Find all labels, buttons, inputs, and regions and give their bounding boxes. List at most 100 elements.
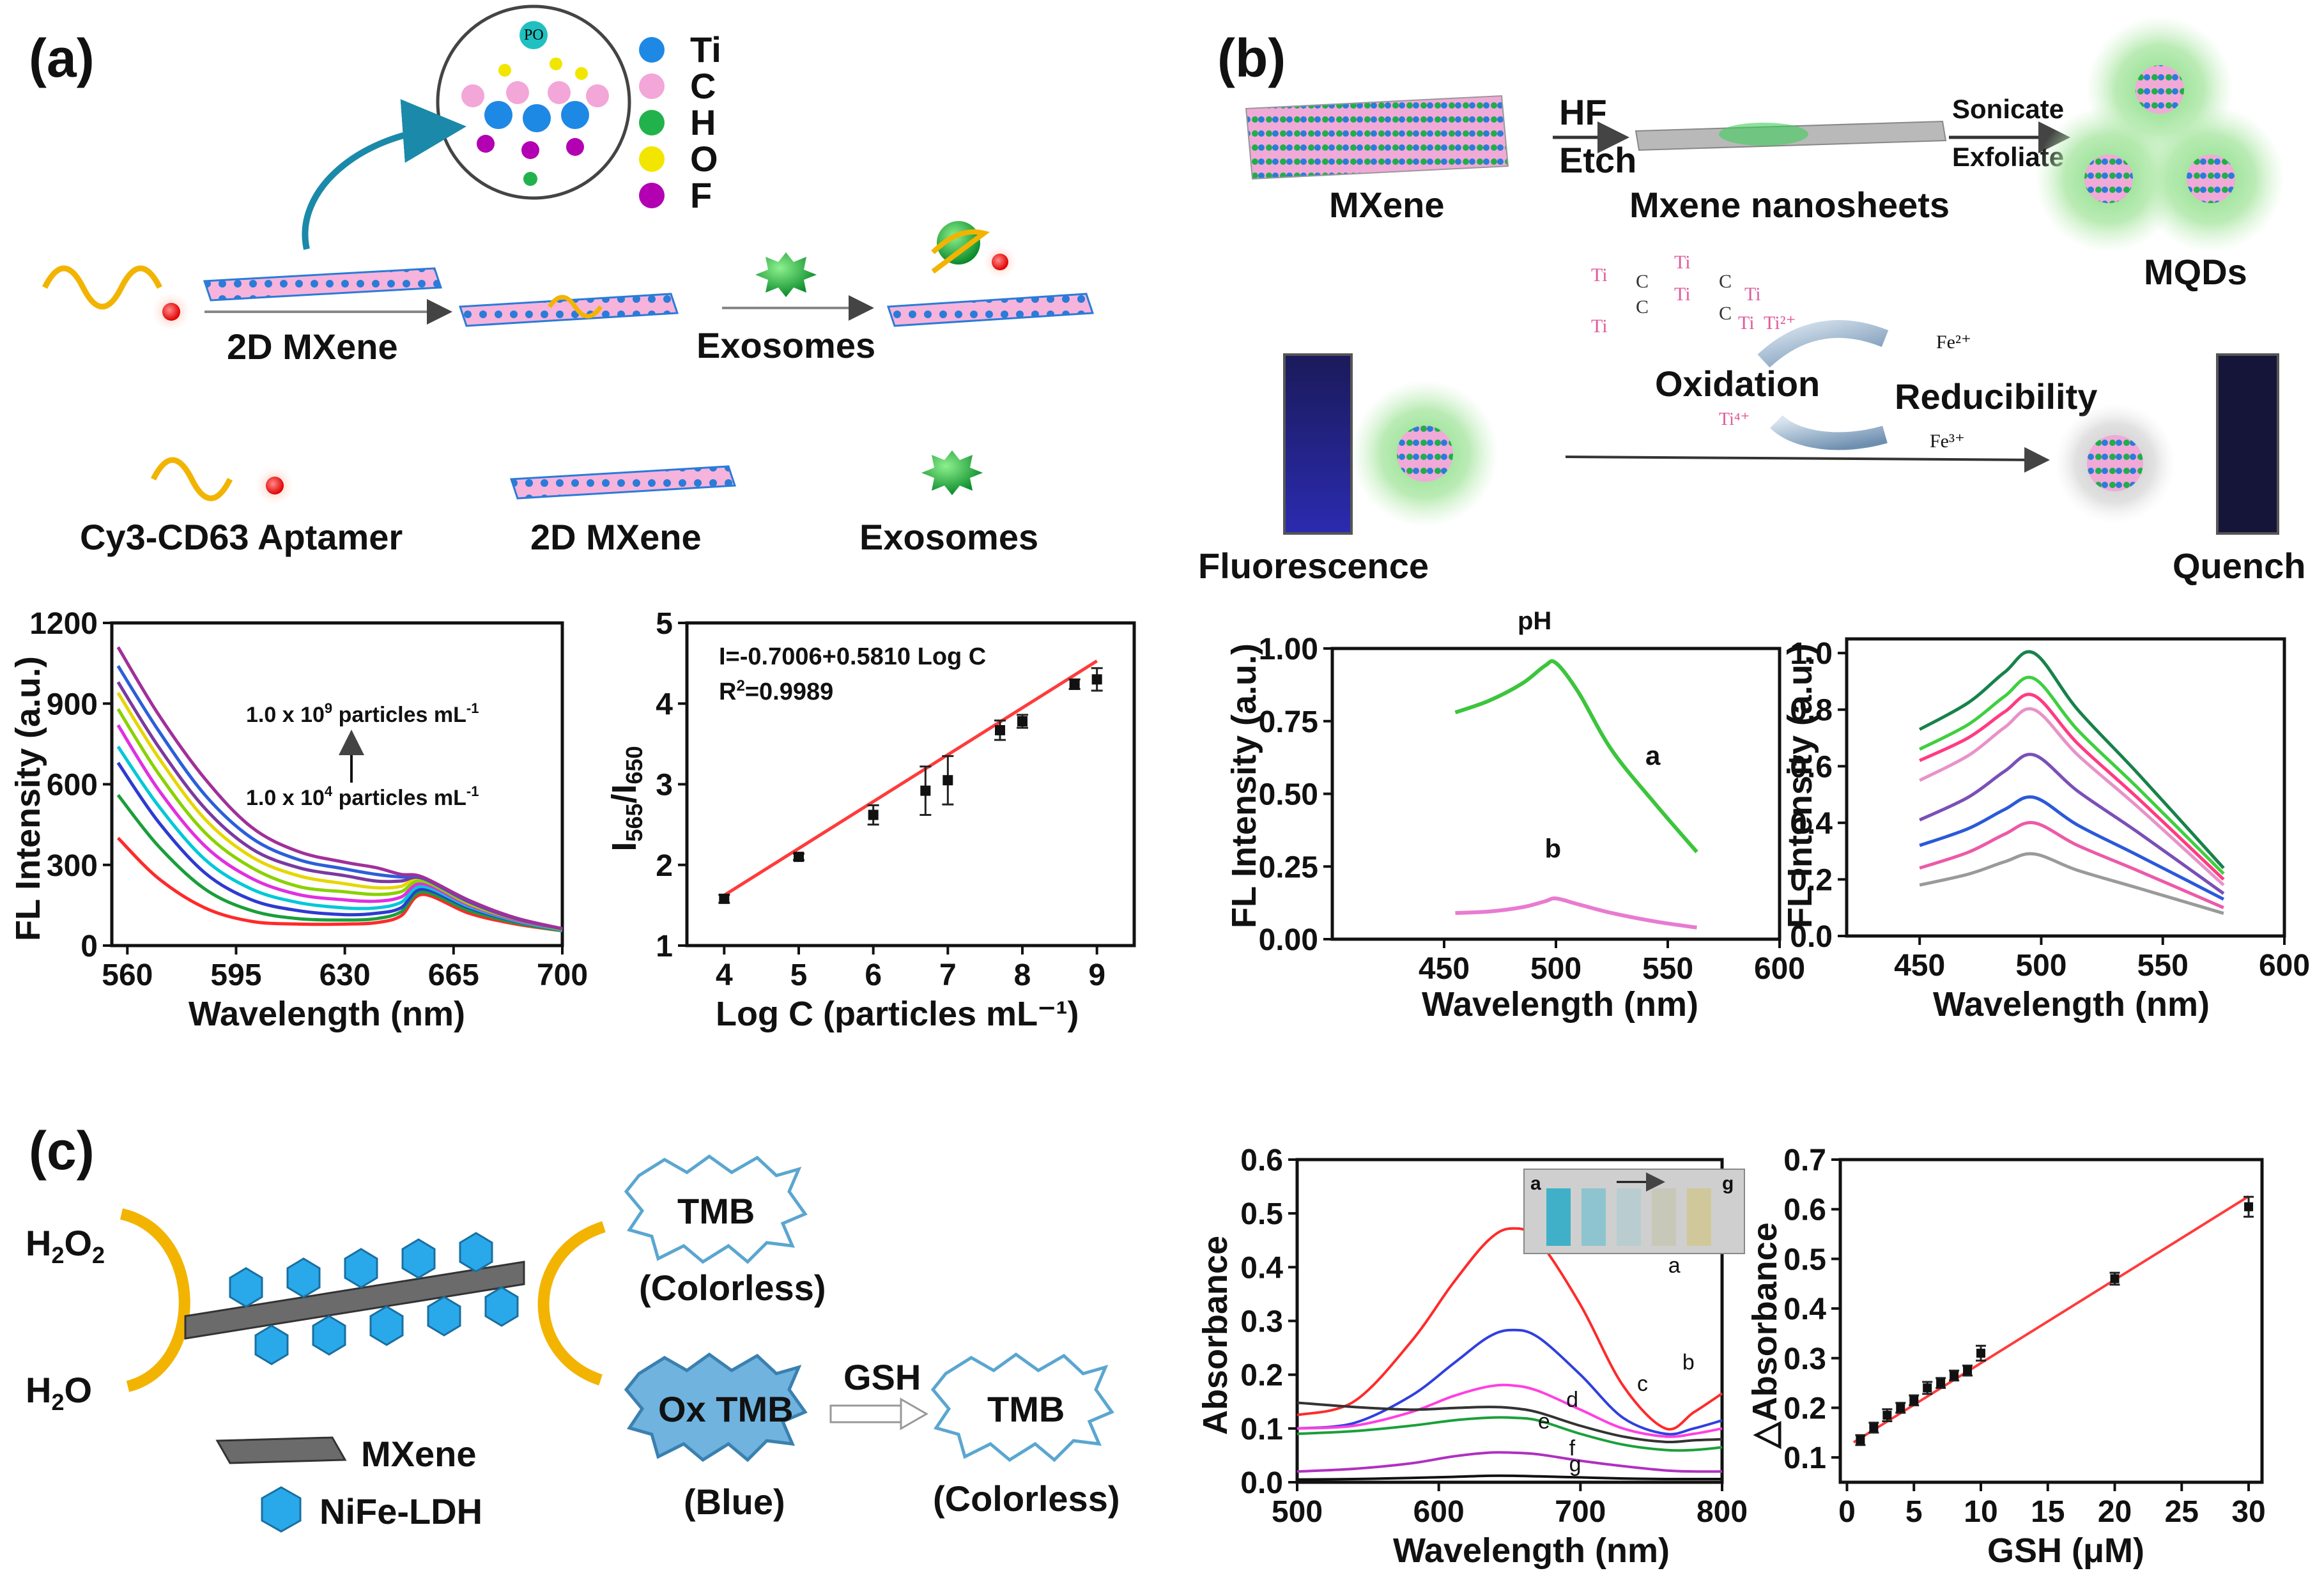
y-tick-label: 0.6 bbox=[1790, 750, 1833, 784]
data-point bbox=[1909, 1395, 1919, 1405]
series-line-d bbox=[1297, 1401, 1723, 1444]
inset-vial-a bbox=[1546, 1188, 1571, 1246]
aptamer-on-sheet bbox=[548, 295, 603, 319]
y-tick-label: 0.5 bbox=[1783, 1243, 1826, 1277]
data-point bbox=[1856, 1435, 1865, 1445]
c-label-mxene: MXene bbox=[361, 1434, 477, 1474]
y-tick-label: 0.4 bbox=[1790, 807, 1833, 841]
c-label-oxtmb: Ox TMB bbox=[658, 1389, 794, 1429]
b-label-fluorescence: Fluorescence bbox=[1198, 546, 1429, 586]
series-line-c bbox=[1297, 1383, 1723, 1438]
y-tick-label: 0.6 bbox=[1783, 1193, 1826, 1227]
panel-b-scheme: MXene HF Etch Mxene nanosheets Sonicate … bbox=[1198, 16, 2305, 586]
x-tick-label: 500 bbox=[1272, 1495, 1323, 1529]
inset-vial-b bbox=[1581, 1188, 1606, 1246]
mqd-core-1 bbox=[2135, 65, 2184, 114]
data-point bbox=[1017, 716, 1027, 727]
x-tick-label: 595 bbox=[210, 958, 261, 992]
plot-frame bbox=[1845, 637, 2286, 938]
mol-atom-ti-5: Ti bbox=[1674, 284, 1691, 305]
aptamer-wave-1 bbox=[42, 265, 163, 310]
mol-atom-c-4: C bbox=[1719, 303, 1732, 324]
x-tick-label: 450 bbox=[1419, 952, 1470, 986]
y-tick-label: 900 bbox=[47, 687, 98, 721]
a-spectra-annotation-bottom: 1.0 x 104 particles mL-1 bbox=[246, 783, 479, 810]
series-line-6 bbox=[1919, 795, 2224, 901]
x-tick-label: 630 bbox=[319, 958, 371, 992]
atom-ti-dot bbox=[639, 37, 665, 63]
data-point bbox=[1069, 679, 1080, 689]
a-label-mxene-legend: 2D MXene bbox=[530, 517, 702, 557]
a-label-mxene: 2D MXene bbox=[227, 326, 398, 367]
c-nife-legend-icon bbox=[261, 1486, 302, 1533]
quenched-mqd-core bbox=[2087, 435, 2143, 491]
atom-c-dot bbox=[639, 73, 665, 99]
data-point bbox=[794, 852, 804, 863]
chart-c-calibration: 0 5 10 15 20 25 30 0.1 0.2 0.3 0.4 0.5 0.6 0.7 bbox=[1783, 1144, 2265, 1529]
x-tick-label: 5 bbox=[790, 958, 808, 992]
x-tick-label: 4 bbox=[716, 958, 733, 992]
y-tick-label: 0.7 bbox=[1783, 1144, 1826, 1177]
series-label-f: f bbox=[1569, 1436, 1576, 1461]
x-tick-label: 0 bbox=[1838, 1495, 1856, 1529]
data-point bbox=[1936, 1378, 1946, 1388]
y-tick-label: 0.3 bbox=[1783, 1342, 1826, 1376]
series-line-10 bbox=[116, 646, 563, 930]
series-line-b bbox=[1455, 896, 1697, 930]
c-label-colorless-top: (Colorless) bbox=[639, 1268, 826, 1308]
y-tick-label: 1 bbox=[656, 930, 673, 963]
y-tick-label: 4 bbox=[656, 687, 673, 721]
series-line-g bbox=[1297, 1474, 1722, 1481]
series-line-7 bbox=[1919, 820, 2224, 910]
data-point bbox=[920, 785, 931, 796]
aptamer-legend-wave bbox=[150, 457, 233, 502]
x-tick-label: 550 bbox=[2137, 949, 2189, 983]
c-abs-ylabel: Absorbance bbox=[1196, 1236, 1235, 1435]
chart-a-calibration: 4 5 6 7 8 9 1 2 3 4 5 bbox=[656, 607, 1136, 992]
y-tick-label: 0.00 bbox=[1259, 923, 1318, 957]
tmb-burst-right bbox=[930, 1352, 1114, 1462]
mxene-sheet-legend bbox=[509, 465, 737, 500]
series-line-4 bbox=[1919, 707, 2225, 887]
mol-atom-ti-3: Ti bbox=[1744, 284, 1761, 305]
c-label-tmb-top: TMB bbox=[677, 1191, 755, 1231]
c-abs-xlabel: Wavelength (nm) bbox=[1393, 1531, 1670, 1570]
b-ph-xlabel: Wavelength (nm) bbox=[1422, 985, 1698, 1024]
x-tick-label: 30 bbox=[2231, 1495, 2265, 1529]
plot-frame bbox=[1838, 1158, 2264, 1484]
phosphate-label: PO bbox=[524, 27, 544, 43]
x-tick-label: 560 bbox=[102, 958, 153, 992]
atom-legend: Ti C H O F bbox=[639, 29, 721, 215]
y-tick-label: 0.4 bbox=[1240, 1251, 1283, 1285]
zoom-atoms bbox=[461, 21, 609, 186]
c-label-blue: (Blue) bbox=[684, 1482, 785, 1522]
plot-frame bbox=[110, 621, 564, 947]
a-cal-equation: I=-0.7006+0.5810 Log C bbox=[719, 643, 986, 670]
y-tick-label: 0.0 bbox=[1790, 920, 1833, 954]
zoom-arrow bbox=[302, 99, 466, 250]
c-h2o: H2O bbox=[26, 1370, 92, 1415]
x-tick-label: 5 bbox=[1905, 1495, 1923, 1529]
gsh-arrow-head bbox=[900, 1397, 929, 1430]
nanosheet-highlight bbox=[1719, 123, 1808, 146]
y-tick-label: 1.00 bbox=[1259, 633, 1318, 666]
y-tick-label: 0.8 bbox=[1790, 694, 1833, 728]
plot-frame bbox=[685, 621, 1136, 947]
series-line-f bbox=[1297, 1451, 1723, 1473]
c-label-nife: NiFe-LDH bbox=[319, 1491, 482, 1531]
atom-h-label: H bbox=[690, 102, 716, 142]
series-line-3 bbox=[1919, 693, 2225, 881]
c-mxene-sheet bbox=[184, 1261, 525, 1340]
x-tick-label: 600 bbox=[1754, 952, 1805, 986]
series-line-4 bbox=[116, 746, 563, 932]
series-line-5 bbox=[1919, 753, 2225, 895]
series-line-1 bbox=[116, 836, 563, 933]
y-tick-label: 0.4 bbox=[1783, 1292, 1826, 1326]
b-label-oxidation: Oxidation bbox=[1655, 364, 1820, 404]
x-tick-label: 8 bbox=[1014, 958, 1031, 992]
y-tick-label: 0.25 bbox=[1259, 850, 1318, 884]
atom-o-dot bbox=[639, 146, 665, 172]
data-point bbox=[1882, 1411, 1892, 1420]
mol-atom-ti-6: Ti bbox=[1738, 312, 1755, 334]
